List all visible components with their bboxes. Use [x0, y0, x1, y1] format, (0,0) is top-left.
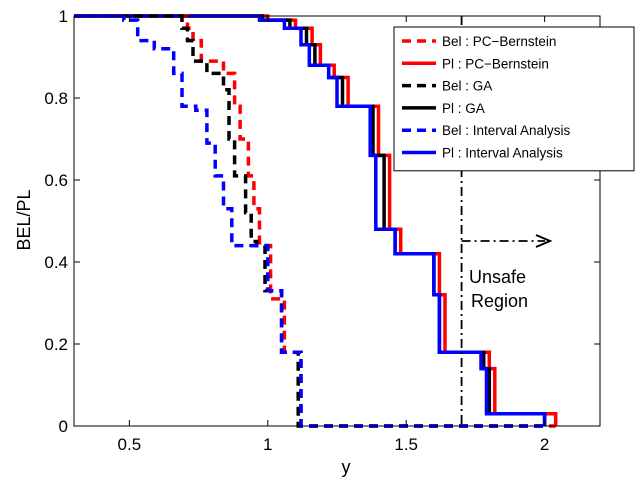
ticks-layer: 0.5 1 1.5 2 0 0.2 0.4 0.6 0.8 1 [44, 7, 600, 454]
unsafe-region-arrow-head [535, 234, 553, 248]
series-layer [74, 14, 558, 428]
y-tick-label: 0.4 [44, 253, 68, 272]
y-tick-label: 0.6 [44, 171, 68, 190]
legend-box [393, 26, 635, 172]
series-line-pl-interval-analysis [74, 14, 547, 426]
y-tick-label: 0 [59, 417, 68, 436]
legend-label-pl-ga: Pl : GA [442, 101, 485, 116]
x-tick-label: 0.5 [118, 435, 142, 454]
unsafe-region-label-line2: Region [471, 291, 528, 311]
axes-frame-layer [73, 15, 601, 427]
y-tick-label: 0.8 [44, 89, 68, 108]
y-tick-label: 0.2 [44, 335, 68, 354]
x-tick-label: 2 [540, 435, 549, 454]
legend-label-pl-pc-bernstein: Pl : PC−Bernstein [442, 56, 549, 71]
legend-label-pl-interval-analysis: Pl : Interval Analysis [442, 146, 563, 161]
series-line-bel-interval-analysis [74, 14, 545, 428]
annotation-layer: Unsafe Region [460, 16, 553, 426]
y-tick-label: 1 [59, 7, 68, 26]
legend-label-bel-pc-bernstein: Bel : PC−Bernstein [442, 34, 556, 49]
x-tick-label: 1 [263, 435, 272, 454]
axes-frame [73, 15, 601, 427]
legend-label-bel-ga: Bel : GA [442, 79, 492, 94]
unsafe-region-label-line1: Unsafe [469, 267, 526, 287]
legend-label-bel-interval-analysis: Bel : Interval Analysis [442, 123, 571, 138]
x-axis-label: y [342, 457, 351, 477]
x-tick-label: 1.5 [394, 435, 418, 454]
legend-layer: Bel : PC−Bernstein Pl : PC−Bernstein Bel :… [393, 26, 635, 172]
y-axis-label: BEL/PL [14, 189, 34, 250]
